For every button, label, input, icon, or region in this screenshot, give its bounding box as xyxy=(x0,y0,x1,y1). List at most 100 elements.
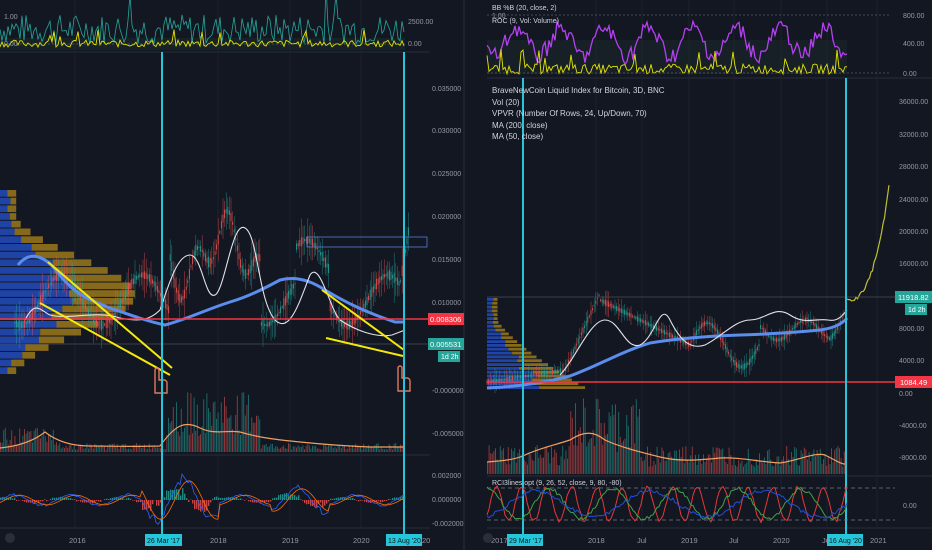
candle-body xyxy=(75,283,77,295)
vpvr-bar-up xyxy=(487,367,519,370)
volume-bar xyxy=(559,465,560,474)
volume-bars-right xyxy=(487,398,847,474)
candle-body xyxy=(360,311,362,315)
volume-bar xyxy=(747,448,749,474)
candle-body xyxy=(172,270,174,280)
volume-bar xyxy=(487,462,488,474)
volume-bar xyxy=(587,442,589,474)
volume-bar xyxy=(554,449,556,474)
volume-bar xyxy=(837,446,839,474)
candle-body xyxy=(758,344,760,347)
candle-body xyxy=(659,329,661,331)
volume-bar xyxy=(594,445,596,474)
macd-histogram-bar xyxy=(142,500,144,510)
volume-bar xyxy=(289,444,291,452)
volume-bar xyxy=(799,465,800,474)
volume-bar xyxy=(658,458,660,474)
volume-bar xyxy=(400,444,401,452)
volume-bar xyxy=(546,446,548,474)
vpvr-bar-down xyxy=(38,336,65,344)
macd-histogram-bar xyxy=(362,500,364,501)
legend-vpvr: VPVR (Number Of Rows, 24, Up/Down, 70) xyxy=(492,109,647,118)
legend-ma50: MA (50, close) xyxy=(492,132,544,141)
macd-histogram-bar xyxy=(240,498,242,500)
candle-body xyxy=(547,371,549,375)
candle-body xyxy=(537,372,539,376)
candle-body xyxy=(684,340,686,345)
volume-bar xyxy=(843,451,845,474)
candle-body xyxy=(376,278,378,290)
vpvr-left xyxy=(0,190,135,374)
left-macd-tick: 0.000000 xyxy=(432,497,461,504)
volume-bar xyxy=(17,444,19,452)
candle-body xyxy=(30,312,32,322)
macd-histogram-bar xyxy=(294,495,296,500)
vpvr-bar-up xyxy=(0,228,15,236)
vpvr-bar-up xyxy=(0,328,41,336)
volume-bar xyxy=(749,460,751,474)
candle-body xyxy=(318,250,320,253)
candle-body xyxy=(48,284,50,288)
candle-body xyxy=(611,303,613,308)
candle-body xyxy=(756,346,758,350)
candle-body xyxy=(128,283,130,294)
candle-body xyxy=(328,264,330,273)
candle-body xyxy=(574,346,576,350)
macd-histogram-bar xyxy=(290,494,292,500)
price-label-right: 11918.82 xyxy=(898,293,929,302)
volume-bar xyxy=(778,456,780,474)
volume-bar xyxy=(629,447,631,474)
volume-bar xyxy=(296,447,297,452)
volume-bar xyxy=(321,449,323,452)
volume-bar xyxy=(653,461,655,474)
volume-bar xyxy=(746,462,748,474)
candle-body xyxy=(83,299,85,309)
price-label: 0.008306 xyxy=(430,315,461,324)
candle-body xyxy=(396,277,398,285)
macd-histogram-bar xyxy=(296,496,298,500)
candle-body xyxy=(88,308,90,317)
volume-bar xyxy=(219,431,221,452)
candle-body xyxy=(196,245,198,250)
volume-bar xyxy=(104,446,105,452)
volume-bar xyxy=(727,464,728,474)
volume-bar xyxy=(40,438,41,452)
candle-body xyxy=(572,349,574,354)
volume-bar xyxy=(643,459,645,474)
macd-histogram-bar xyxy=(274,497,276,500)
left-macd-tick: -0.002000 xyxy=(432,521,464,528)
volume-bar xyxy=(307,444,309,452)
volume-bar xyxy=(380,447,382,452)
volume-bar xyxy=(198,435,200,452)
candle-body xyxy=(299,240,301,246)
candle-body xyxy=(100,319,102,331)
volume-bar xyxy=(265,443,267,452)
macd-histogram-bar xyxy=(378,500,380,502)
candle-body xyxy=(323,257,325,261)
candle-body xyxy=(32,310,34,320)
macd-histogram-bar xyxy=(18,500,20,501)
candle-body xyxy=(724,344,726,349)
candle-body xyxy=(400,280,402,282)
macd-histogram-bar xyxy=(118,497,120,500)
volume-bar xyxy=(827,457,829,474)
candle-body xyxy=(787,333,789,336)
volume-bar xyxy=(364,448,366,452)
candle-body xyxy=(334,313,336,317)
candle-body xyxy=(576,343,578,346)
candle-body xyxy=(192,255,194,265)
volume-bar xyxy=(639,408,640,474)
macd-histogram-bar xyxy=(394,497,396,500)
candle-body xyxy=(556,369,558,374)
volume-bar xyxy=(249,431,251,452)
candle-body xyxy=(209,257,211,268)
left-price-tick: -0.005000 xyxy=(432,431,464,438)
candle-body xyxy=(609,303,611,307)
macd-histogram-bar xyxy=(220,497,222,500)
candle-body xyxy=(288,291,290,299)
volume-bar xyxy=(24,429,25,452)
volume-bar xyxy=(623,440,624,474)
candle-body xyxy=(497,379,499,382)
candle-body xyxy=(800,320,802,323)
candle-body xyxy=(656,325,658,331)
